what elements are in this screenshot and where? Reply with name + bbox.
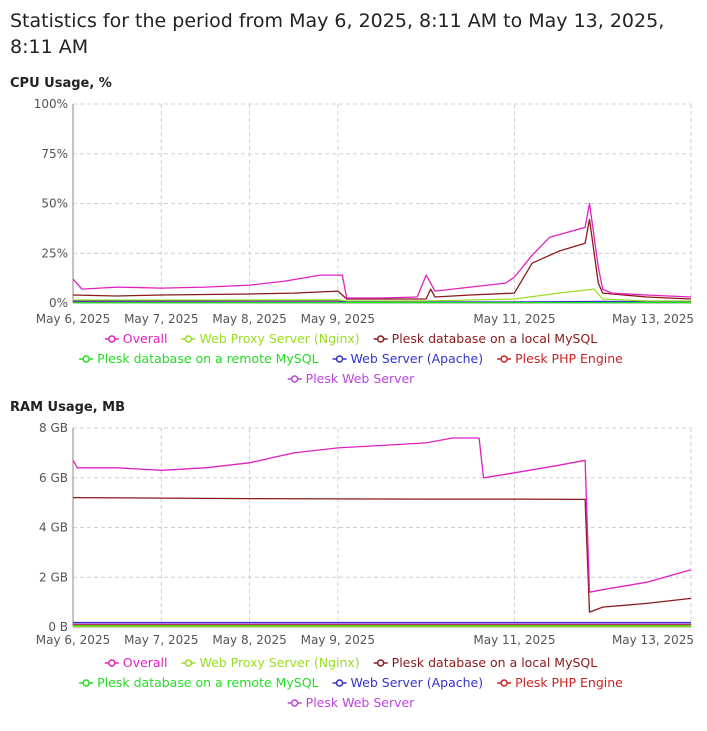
y-tick-label: 2 GB	[39, 570, 68, 584]
legend-swatch-marker	[184, 659, 193, 667]
series-line-plesk-database-on-a-local-mysql	[72, 218, 692, 300]
x-tick-label: May 9, 2025	[301, 633, 375, 647]
x-tick-label: May 13, 2025	[612, 633, 694, 647]
legend-label: Plesk Web Server	[306, 695, 416, 710]
legend-swatch-marker	[376, 335, 385, 343]
legend-label: Plesk Web Server	[306, 371, 416, 386]
legend-label: Web Server (Apache)	[351, 351, 484, 366]
x-tick-label: May 8, 2025	[212, 633, 286, 647]
legend-swatch-marker	[290, 699, 299, 707]
x-tick-label: May 7, 2025	[124, 633, 198, 647]
legend-item[interactable]: Plesk Web Server	[287, 371, 416, 386]
legend-label: Web Proxy Server (Nginx)	[199, 655, 359, 670]
y-tick-label: 75%	[41, 147, 68, 161]
y-tick-label: 4 GB	[39, 521, 68, 535]
x-tick-label: May 11, 2025	[473, 312, 555, 326]
page-title: Statistics for the period from May 6, 20…	[10, 10, 665, 58]
y-tick-label: 8 GB	[39, 421, 68, 435]
legend-label: Plesk database on a local MySQL	[392, 655, 598, 670]
series-line-plesk-database-on-a-local-mysql	[72, 496, 692, 613]
legend-item[interactable]: Plesk database on a remote MySQL	[79, 675, 319, 690]
legend-item[interactable]: Plesk Web Server	[287, 695, 416, 710]
legend-item[interactable]: Plesk database on a remote MySQL	[79, 351, 319, 366]
legend-label: Plesk database on a remote MySQL	[97, 675, 318, 690]
legend-item[interactable]: Overall	[104, 331, 168, 346]
legend-item[interactable]: Plesk PHP Engine	[497, 351, 623, 366]
legend-swatch-marker	[335, 679, 344, 687]
legend-swatch-marker	[108, 659, 116, 667]
legend-label: Web Proxy Server (Nginx)	[199, 331, 359, 346]
legend-swatch-marker	[108, 335, 116, 343]
series-line-overall	[72, 202, 692, 299]
legend-item[interactable]: Web Proxy Server (Nginx)	[181, 331, 360, 346]
y-tick-label: 0 B	[48, 620, 68, 634]
legend-swatch-marker	[290, 375, 299, 383]
legend-label: Plesk database on a remote MySQL	[97, 351, 318, 366]
series-line-web-proxy-server-nginx	[73, 288, 691, 302]
y-tick-label: 0%	[49, 296, 68, 310]
legend-item[interactable]: Plesk database on a local MySQL	[373, 331, 598, 346]
y-tick-label: 6 GB	[39, 471, 68, 485]
x-tick-label: May 7, 2025	[124, 312, 198, 326]
legend-swatch-marker	[184, 335, 193, 343]
x-tick-label: May 6, 2025	[36, 312, 110, 326]
cpu-chart-title: CPU Usage, %	[10, 76, 112, 91]
legend-swatch-marker	[82, 355, 90, 363]
y-tick-label: 50%	[41, 197, 68, 211]
legend-swatch-marker	[335, 355, 344, 363]
x-tick-label: May 11, 2025	[473, 633, 555, 647]
legend-swatch-marker	[82, 679, 90, 687]
legend-item[interactable]: Web Proxy Server (Nginx)	[181, 655, 360, 670]
legend-label: Overall	[123, 655, 168, 670]
legend-label: Plesk PHP Engine	[515, 351, 623, 366]
x-tick-label: May 6, 2025	[36, 633, 110, 647]
legend-label: Plesk database on a local MySQL	[392, 331, 598, 346]
x-tick-label: May 13, 2025	[612, 312, 694, 326]
legend-swatch-marker	[500, 679, 508, 687]
legend-item[interactable]: Overall	[104, 655, 168, 670]
x-tick-label: May 8, 2025	[212, 312, 286, 326]
legend-label: Plesk PHP Engine	[515, 675, 623, 690]
legend-item[interactable]: Web Server (Apache)	[332, 351, 484, 366]
legend-item[interactable]: Plesk PHP Engine	[497, 675, 623, 690]
legend-label: Overall	[123, 331, 168, 346]
y-tick-label: 100%	[34, 97, 68, 111]
legend-item[interactable]: Plesk database on a local MySQL	[373, 655, 598, 670]
legend-swatch-marker	[500, 355, 508, 363]
legend-label: Web Server (Apache)	[351, 675, 484, 690]
ram-chart-title: RAM Usage, MB	[10, 400, 126, 415]
y-tick-label: 25%	[41, 246, 68, 260]
x-tick-label: May 9, 2025	[301, 312, 375, 326]
series-line-overall	[72, 437, 692, 593]
cpu-usage-plot: 0% 25% 50% 75% 100% May 6, 2025 May 7, 2025 May…	[34, 97, 694, 386]
legend-item[interactable]: Web Server (Apache)	[332, 675, 484, 690]
legend-swatch-marker	[376, 659, 385, 667]
